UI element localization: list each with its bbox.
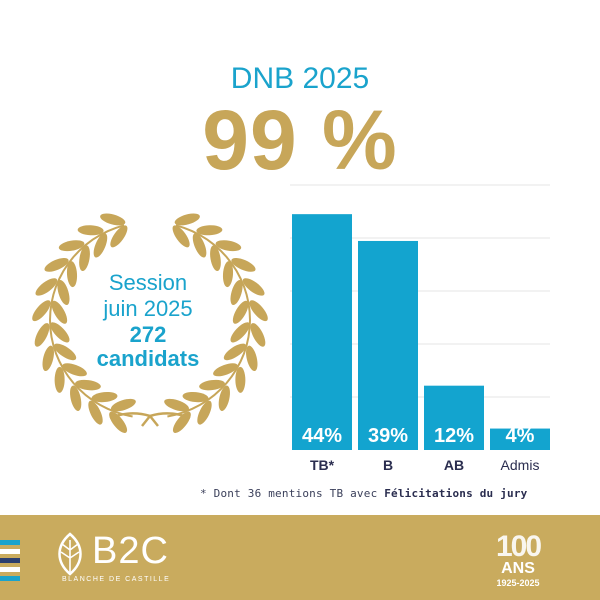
bar-value-label: 39%	[368, 425, 408, 447]
laurel-leaf	[57, 279, 70, 306]
laurel-leaf	[110, 225, 128, 248]
headline-percentage: 99 %	[202, 93, 398, 187]
candidate-label: candidats	[96, 346, 200, 371]
laurel-leaf	[79, 245, 90, 272]
laurel-leaf	[110, 398, 136, 412]
laurel-leaf	[51, 300, 68, 324]
laurel-stem	[48, 224, 133, 418]
laurel-ribbon	[109, 412, 191, 427]
laurel-leaf	[246, 345, 258, 372]
school-logo: B2C	[92, 530, 169, 572]
category-label: AB	[444, 457, 464, 473]
laurel-leaf	[222, 261, 234, 288]
laurel-leaf	[54, 366, 65, 393]
laurel-leaf	[164, 398, 190, 412]
bar-2	[424, 385, 484, 450]
footer-stripe	[0, 567, 20, 572]
laurel-leaf	[62, 363, 87, 377]
laurel-leaf	[58, 240, 85, 252]
laurel-leaf	[172, 225, 190, 248]
laurel-stem	[167, 224, 252, 418]
session-label: Session	[108, 270, 188, 295]
laurel-leaf	[215, 240, 242, 252]
bar-value-label: 12%	[434, 425, 474, 447]
laurel-leaf	[230, 322, 250, 343]
footnote: * Dont 36 mentions TB avec Félicitations…	[200, 487, 570, 500]
laurel-leaf	[249, 300, 268, 322]
candidate-count: 272	[129, 322, 167, 347]
laurel-leaf	[242, 278, 265, 296]
school-name: BLANCHE DE CASTILLE	[62, 576, 171, 583]
laurel-leaf	[35, 278, 58, 296]
bar-3	[490, 428, 550, 450]
footer-stripe	[0, 558, 20, 563]
laurel-leaf	[196, 225, 223, 236]
laurel-leaf	[230, 279, 243, 306]
laurel-wreath-icon	[32, 213, 268, 433]
bar-0	[292, 214, 352, 450]
laurel-leaf	[34, 323, 50, 347]
anniversary-badge: 100 ANS 1925-2025	[478, 530, 558, 588]
bar-value-label: 44%	[302, 425, 342, 447]
laurel-leaf	[93, 233, 108, 258]
leaf-logo-icon	[58, 532, 82, 576]
footer-stripe	[0, 549, 20, 554]
anniversary-years: 1925-2025	[496, 578, 540, 588]
laurel-leaf	[210, 245, 221, 272]
category-label: B	[383, 457, 393, 473]
laurel-leaf	[232, 300, 249, 324]
laurel-leaf	[199, 379, 225, 391]
laurel-leaf	[88, 400, 103, 425]
laurel-leaf	[182, 391, 209, 403]
laurel-leaf	[70, 385, 82, 411]
category-label: TB*	[310, 457, 335, 473]
session-date: juin 2025	[103, 296, 193, 321]
footer-bar	[0, 515, 600, 600]
laurel-leaf	[250, 323, 266, 347]
bar-1	[358, 240, 418, 450]
laurel-leaf	[223, 343, 247, 361]
laurel-leaf	[77, 225, 104, 236]
bar-value-label: 4%	[506, 425, 535, 447]
footnote-emphasis: Félicitations du jury	[384, 487, 528, 500]
laurel-leaf	[213, 363, 238, 377]
laurel-leaf	[218, 385, 230, 411]
laurel-leaf	[100, 213, 126, 226]
laurel-leaf	[32, 300, 51, 322]
laurel-leaf	[75, 379, 101, 391]
footer-stripe	[0, 540, 20, 545]
anniversary-number: 100	[495, 530, 542, 563]
laurel-leaf	[53, 343, 77, 361]
category-label: Admis	[501, 457, 540, 473]
laurel-leaf	[42, 345, 54, 372]
laurel-leaf	[66, 261, 78, 288]
laurel-leaf	[235, 366, 246, 393]
laurel-leaf	[44, 257, 69, 272]
chart-subtitle: DNB 2025	[230, 62, 370, 95]
laurel-leaf	[91, 391, 118, 403]
laurel-leaf	[174, 213, 200, 226]
laurel-leaf	[50, 322, 70, 343]
anniversary-label: ANS	[501, 560, 535, 577]
laurel-leaf	[192, 233, 207, 258]
footnote-text: * Dont 36 mentions TB avec	[200, 487, 385, 500]
laurel-leaf	[197, 400, 212, 425]
laurel-leaf	[231, 257, 256, 272]
footer-stripe	[0, 576, 20, 581]
